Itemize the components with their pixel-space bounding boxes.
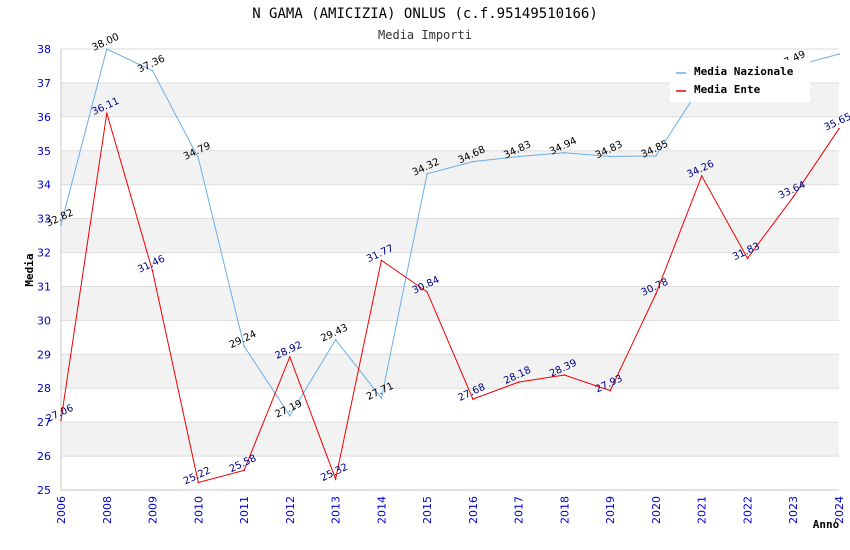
grid-bands xyxy=(61,48,839,491)
data-point xyxy=(609,155,611,158)
x-tick-label: 2012 xyxy=(284,496,297,524)
y-tick-label: 33 xyxy=(37,213,51,226)
x-tick-label: 2019 xyxy=(604,496,617,524)
grid-band xyxy=(61,422,839,457)
x-tick-label: 2008 xyxy=(101,496,114,524)
data-point xyxy=(517,155,520,158)
data-point xyxy=(655,155,657,157)
chart-title: N GAMA (AMICIZIA) ONLUS (c.f.95149510166… xyxy=(252,6,598,22)
y-tick-label: 26 xyxy=(37,450,51,463)
x-axis-title: Anno xyxy=(813,518,840,531)
x-tick-label: 2010 xyxy=(192,496,205,524)
data-point xyxy=(151,69,154,72)
x-tick-label: 2016 xyxy=(467,496,480,524)
y-tick-label: 28 xyxy=(37,382,51,395)
data-point xyxy=(105,48,108,50)
data-point xyxy=(60,419,62,421)
x-tick-label: 2015 xyxy=(421,496,434,524)
data-point xyxy=(243,345,245,347)
data-label: 25.32 xyxy=(319,462,350,484)
data-point xyxy=(517,381,520,383)
data-label: 27.06 xyxy=(45,403,76,425)
y-tick-label: 30 xyxy=(37,314,51,327)
x-tick-label: 2023 xyxy=(787,496,800,524)
y-tick-label: 34 xyxy=(37,179,51,192)
data-point xyxy=(151,270,154,272)
data-point xyxy=(700,175,703,177)
data-point xyxy=(609,389,611,392)
x-tick-label: 2022 xyxy=(741,496,754,524)
y-tick-label: 27 xyxy=(37,416,51,429)
data-point xyxy=(655,293,657,295)
data-point xyxy=(472,398,474,400)
data-point xyxy=(380,259,383,262)
x-tick-label: 2017 xyxy=(513,496,526,524)
data-point xyxy=(838,53,840,55)
data-point xyxy=(792,196,795,198)
data-point xyxy=(334,338,337,341)
legend-label-media-nazionale: Media Nazionale xyxy=(694,65,794,78)
data-point xyxy=(426,291,428,293)
data-point xyxy=(426,173,428,175)
series-line-1 xyxy=(60,112,840,484)
data-label: 31.46 xyxy=(136,254,167,276)
y-tick-label: 36 xyxy=(37,111,51,124)
x-tick-label: 2009 xyxy=(147,496,160,524)
y-tick-label: 29 xyxy=(37,348,51,361)
data-point xyxy=(838,127,840,130)
grid-band xyxy=(61,218,839,253)
x-tick-label: 2020 xyxy=(650,496,663,524)
data-point xyxy=(380,397,383,399)
y-tick-label: 38 xyxy=(37,43,51,56)
data-point xyxy=(472,160,474,163)
grid-band xyxy=(61,286,839,321)
data-point xyxy=(197,157,200,159)
x-tick-label: 2018 xyxy=(558,496,571,524)
data-label: 29.24 xyxy=(228,329,259,351)
y-tick-label: 32 xyxy=(37,247,51,260)
x-tick-label: 2021 xyxy=(696,496,709,524)
data-point xyxy=(334,478,337,480)
data-point xyxy=(746,257,749,260)
legend: Media Nazionale Media Ente xyxy=(670,60,810,102)
y-tick-label: 31 xyxy=(37,280,51,293)
data-point xyxy=(563,152,566,154)
legend-label-media-ente: Media Ente xyxy=(694,83,761,96)
y-tick-label: 35 xyxy=(37,145,51,158)
grid-band xyxy=(61,354,839,389)
data-point xyxy=(563,374,566,376)
data-label: 25.22 xyxy=(182,465,213,487)
data-point xyxy=(105,112,108,114)
x-tick-label: 2024 xyxy=(833,496,846,524)
y-axis-title: Media xyxy=(23,253,36,286)
data-label: 27.19 xyxy=(273,398,304,420)
y-tick-label: 37 xyxy=(37,77,51,90)
data-point xyxy=(289,414,291,417)
x-tick-label: 2011 xyxy=(238,496,251,524)
data-label: 38.00 xyxy=(90,32,121,54)
data-point xyxy=(60,223,62,226)
axes: 25 26 27 28 29 30 31 32 33 34 35 36 37 38 2006 2008 2009… xyxy=(37,43,846,524)
y-tick-label: 25 xyxy=(37,484,51,497)
data-point xyxy=(289,356,291,358)
x-tick-label: 2013 xyxy=(330,496,343,524)
x-tick-label: 2006 xyxy=(55,496,68,524)
data-point xyxy=(197,481,200,484)
data-point xyxy=(243,469,245,472)
legend-box xyxy=(670,60,810,102)
x-tick-label: 2014 xyxy=(375,496,388,524)
data-label: 37.36 xyxy=(136,53,167,75)
chart-subtitle: Media Importi xyxy=(378,28,472,42)
